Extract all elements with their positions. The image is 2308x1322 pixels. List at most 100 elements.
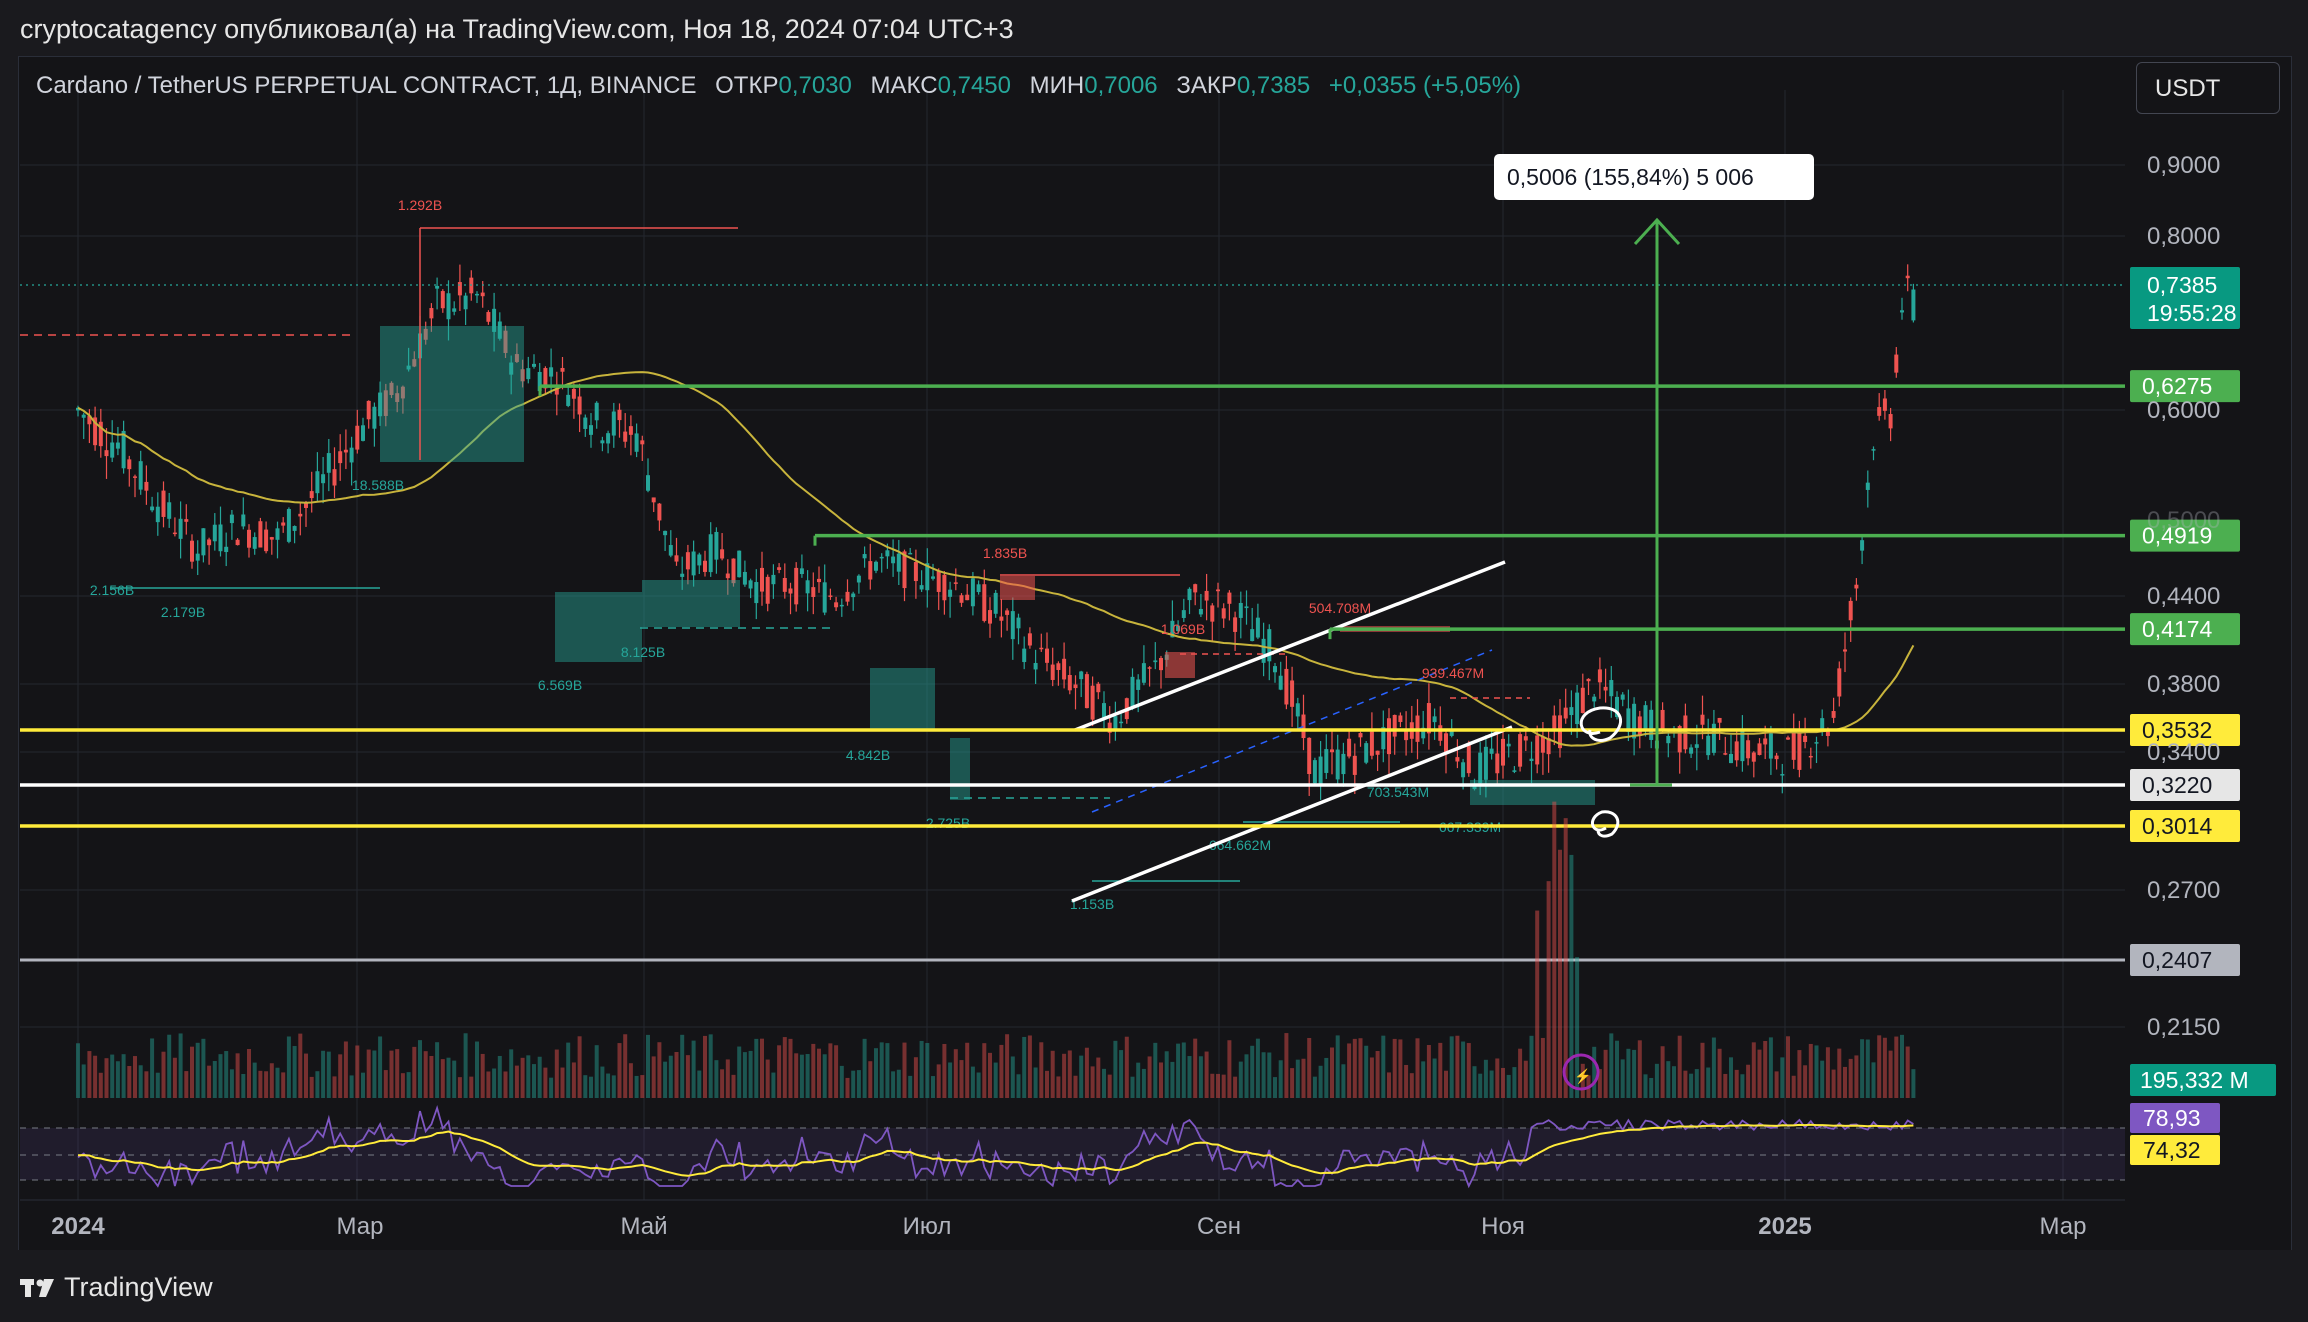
candle-body [400,386,405,399]
volume-bar [1130,1076,1135,1098]
candle-body [1444,733,1448,754]
volume-bar [1882,1037,1887,1098]
volume-bar [646,1034,650,1098]
volume-bar [1164,1051,1169,1098]
volume-bar [1666,1061,1671,1098]
bullish-zone [555,592,642,662]
volume-bar [1444,1070,1448,1098]
volume-bar [657,1042,662,1098]
volume-bar [1176,1043,1181,1098]
candle-body [1632,703,1637,739]
rsi-band [20,1128,2125,1180]
candle-body [1039,647,1044,650]
volume-bar [1529,1035,1534,1098]
tradingview-logo[interactable]: TradingView [20,1272,213,1303]
bullish-zone [380,326,524,462]
candle-body [583,417,588,429]
price-tag-label: 0,3532 [2142,717,2212,743]
candle-body [1187,588,1192,601]
candle-body [1677,726,1682,753]
symbol-title[interactable]: Cardano / TetherUS PERPETUAL CONTRACT, 1… [36,72,697,99]
volume-annotation-label: 1.153B [1070,896,1114,912]
volume-bar [896,1069,901,1098]
volume-bar [817,1048,821,1098]
candle-body [1501,738,1505,766]
volume-bar [532,1064,536,1098]
candle-body [1318,756,1323,784]
candle-body [970,578,975,607]
symbol-ohlc-bar: Cardano / TetherUS PERPETUAL CONTRACT, 1… [36,72,1521,100]
candle-body [1216,589,1220,592]
volume-bar [201,1038,206,1098]
candle-body [1882,398,1887,411]
volume-bar [663,1061,668,1098]
candle-body [794,567,799,605]
candle-body [1079,671,1084,680]
candle-body [1404,729,1409,741]
volume-bar [1558,849,1562,1098]
candle-body [1797,729,1802,770]
volume-bar [212,1061,217,1098]
volume-bar [87,1051,92,1098]
volume-bar [286,1036,291,1098]
candle-body [1273,666,1277,673]
currency-button[interactable]: USDT [2136,62,2280,114]
volume-bar [1518,1048,1523,1098]
candle-body [1877,407,1882,416]
candle-body [115,442,120,449]
volume-bar [640,1075,645,1098]
measure-arrow-head [1633,217,1681,246]
price-tag-label: 0,3014 [2142,813,2213,839]
volume-bar [1375,1051,1380,1098]
volume-annotation-label: 1.292B [398,197,442,213]
candle-body [1290,680,1295,707]
volume-bar [127,1066,132,1098]
volume-bar [235,1053,240,1098]
volume-bar [834,1045,839,1098]
candle-body [851,593,856,598]
candle-body [343,449,348,453]
candle-body [172,532,177,535]
volume-bar [469,1076,474,1098]
volume-bar [1244,1054,1249,1098]
candle-body [834,602,839,608]
candle-body [1204,590,1209,601]
volume-bar [1153,1042,1158,1098]
volume-bar [1677,1035,1682,1098]
candle-body [697,554,702,566]
volume-bar [1455,1035,1460,1098]
volume-bar [361,1072,365,1098]
volume-bar [1592,1046,1597,1098]
candle-body [1056,663,1061,670]
candle-body [714,531,719,560]
volume-bar [1763,1041,1768,1098]
volume-bar [1347,1043,1352,1098]
candle-body [332,469,337,486]
volume-bar [708,1034,713,1098]
candle-body [1238,602,1243,618]
candle-body [1540,736,1545,753]
candle-body [1740,729,1745,762]
volume-bar [372,1050,377,1098]
volume-bar [782,1037,787,1098]
volume-bar [76,1043,80,1098]
volume-bar [446,1057,451,1098]
volume-bar [965,1042,970,1098]
candle-body [651,497,656,503]
volume-bar [1415,1038,1420,1098]
volume-bar [988,1052,992,1098]
candle-body [1267,629,1272,662]
volume-bar [908,1075,913,1098]
open-value: 0,7030 [778,72,852,99]
volume-bar [725,1059,730,1098]
volume-bar [1734,1069,1739,1098]
candle-body [742,571,747,585]
volume-bar [1609,1033,1614,1098]
candle-body [788,588,793,594]
candle-body [269,537,274,540]
volume-bar [184,1071,189,1098]
candle-body [298,513,303,517]
volume-bar [1050,1050,1055,1098]
volume-bar [1233,1076,1238,1098]
